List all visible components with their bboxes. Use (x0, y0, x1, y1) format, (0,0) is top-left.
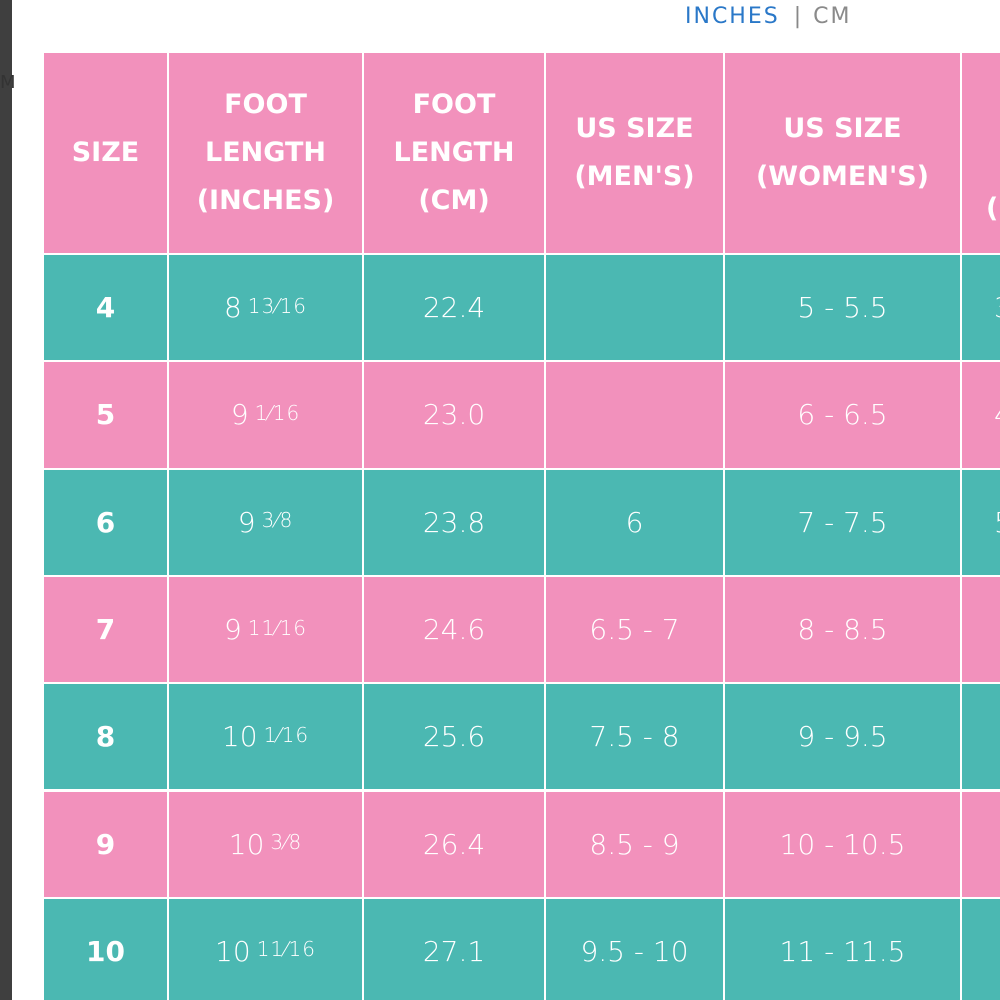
fraction-part: 11⁄16 (256, 937, 316, 962)
data-cell: 10 3⁄8 (168, 790, 363, 898)
header-line: FOOT (224, 89, 307, 120)
data-cell (961, 683, 1000, 791)
unit-inches[interactable]: INCHES (685, 4, 780, 29)
data-cell: 9 11⁄16 (168, 575, 363, 684)
data-cell: 23.8 (363, 468, 545, 576)
header-line: (WOMEN'S) (755, 161, 930, 192)
header-line: US SIZE (783, 113, 902, 144)
size-cell: 5 (43, 361, 168, 469)
header-line: (INCHES) (196, 185, 335, 216)
data-cell: 25.6 (363, 683, 545, 791)
side-strip (0, 0, 12, 1000)
size-cell: 7 (43, 575, 168, 684)
data-cell: 22.4 (363, 254, 545, 362)
side-text: M (0, 72, 16, 93)
data-cell: 3 (961, 254, 1000, 362)
data-cell: 6 - 6.5 (724, 361, 961, 469)
header-line: ( (986, 193, 999, 224)
fraction-part: 3⁄8 (261, 508, 294, 533)
header-line: LENGTH (205, 137, 326, 168)
header-line: (CM) (418, 185, 490, 216)
header-cell: ( (961, 52, 1000, 254)
fraction-whole: 8 (223, 291, 242, 325)
fraction-part: 1⁄16 (263, 722, 310, 747)
fraction-whole: 9 (223, 613, 242, 647)
data-cell: 9 - 9.5 (724, 683, 961, 791)
data-cell: 5 (961, 468, 1000, 576)
size-table: SIZE FOOT LENGTH (INCHES) FOOT LENGTH (CM) US S… (43, 52, 1000, 1000)
fraction-whole: 10 (221, 720, 258, 754)
divider: | (793, 4, 804, 29)
header-line: SIZE (71, 137, 140, 168)
data-cell: 8 - 8.5 (724, 575, 961, 684)
data-cell: 6.5 - 7 (545, 575, 724, 684)
header-line: (MEN'S) (574, 161, 695, 192)
fraction-whole: 10 (215, 934, 251, 968)
fraction-whole: 10 (228, 827, 265, 861)
data-cell: 8.5 - 9 (545, 790, 724, 898)
data-cell: 9.5 - 10 (545, 897, 724, 1000)
fraction-part: 3⁄8 (270, 830, 303, 855)
header-line: FOOT (412, 89, 496, 120)
size-cell: 4 (43, 254, 168, 362)
header-cell: SIZE (43, 52, 168, 254)
fraction-part: 13⁄16 (247, 293, 308, 318)
data-cell: 5 - 5.5 (724, 254, 961, 362)
data-cell: 9 1⁄16 (168, 361, 363, 469)
data-cell: 27.1 (363, 897, 545, 1000)
data-cell: 7.5 - 8 (545, 683, 724, 791)
data-cell (545, 254, 724, 362)
data-cell: 10 11⁄16 (168, 897, 363, 1000)
data-cell: 9 3⁄8 (168, 468, 363, 576)
header-cell: FOOT LENGTH (INCHES) (168, 52, 363, 254)
data-cell: 6 (545, 468, 724, 576)
data-cell: 11 - 11.5 (724, 897, 961, 1000)
unit-toggle: INCHES | CM (685, 4, 851, 29)
fraction-whole: 9 (230, 398, 249, 432)
unit-cm[interactable]: CM (813, 4, 852, 29)
data-cell: 10 1⁄16 (168, 683, 363, 791)
data-cell: 10 - 10.5 (724, 790, 961, 898)
data-cell: 24.6 (363, 575, 545, 684)
fraction-part: 11⁄16 (247, 615, 308, 640)
fraction-whole: 9 (237, 505, 256, 539)
data-cell (961, 897, 1000, 1000)
header-line: LENGTH (393, 137, 515, 168)
size-cell: 8 (43, 683, 168, 791)
data-cell (961, 790, 1000, 898)
size-cell: 6 (43, 468, 168, 576)
header-cell: US SIZE (WOMEN'S) (724, 52, 961, 254)
data-cell: 8 13⁄16 (168, 254, 363, 362)
size-cell: 10 (43, 897, 168, 1000)
header-line: US SIZE (575, 113, 694, 144)
data-cell: 23.0 (363, 361, 545, 469)
size-cell: 9 (43, 790, 168, 898)
data-cell (545, 361, 724, 469)
header-cell: FOOT LENGTH (CM) (363, 52, 545, 254)
fraction-part: 1⁄16 (254, 400, 301, 425)
data-cell: 7 - 7.5 (724, 468, 961, 576)
data-cell: 26.4 (363, 790, 545, 898)
data-cell (961, 575, 1000, 684)
data-cell: 4 (961, 361, 1000, 469)
header-cell: US SIZE (MEN'S) (545, 52, 724, 254)
